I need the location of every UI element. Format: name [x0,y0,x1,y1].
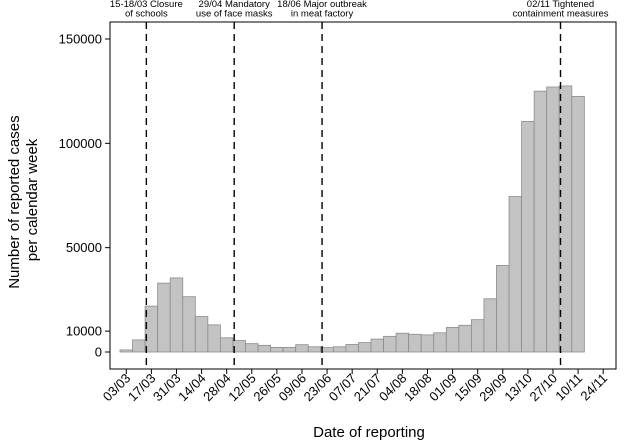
event-label-1-line-0: 29/04 Mandatory [199,0,271,10]
y-axis-title-line-1: Number of reported cases [6,115,23,288]
bar-10 [245,343,259,353]
bar-29 [483,298,497,353]
bar-0 [119,349,133,353]
x-tick-label-0: 03/03 [100,371,134,405]
y-tick-label-3: 100000 [59,136,102,151]
x-axis: 03/0317/0331/0314/0428/0412/0526/0509/06… [100,369,610,405]
x-tick-label-18: 10/11 [552,371,585,404]
event-label-2-line-0: 18/06 Major outbreak [277,0,367,10]
y-axis-title-line-2: per calendar week [24,138,41,261]
bar-18 [345,344,359,353]
bar-1 [132,339,146,353]
event-lines-group [145,22,562,369]
bar-14 [295,344,309,353]
x-tick-label-8: 23/06 [301,371,335,405]
x-tick-label-1: 17/03 [125,371,159,405]
y-axis-title: Number of reported cases per calendar we… [6,111,41,289]
x-tick-label-15: 29/09 [476,371,510,405]
event-label-3-line-0: 02/11 Tightened [527,0,594,10]
bar-3 [157,282,171,353]
bar-22 [395,332,410,353]
x-tick-label-9: 07/07 [326,371,360,405]
bar-30 [496,264,510,353]
x-tick-label-17: 27/10 [526,371,560,405]
x-tick-label-16: 13/10 [501,371,535,405]
bar-20 [370,338,384,353]
bar-28 [470,319,485,353]
event-label-1-line-1: use of face masks [196,9,273,20]
x-tick-label-7: 09/06 [275,371,309,405]
x-tick-label-19: 24/11 [577,371,610,404]
bar-15 [307,346,322,353]
x-tick-label-6: 26/05 [250,371,284,405]
bar-7 [207,324,221,353]
x-tick-label-10: 21/07 [351,371,385,405]
x-tick-label-5: 12/05 [225,371,259,405]
bar-4 [169,277,184,353]
bar-13 [282,347,297,353]
x-tick-label-14: 15/09 [451,371,485,405]
bar-32 [521,121,535,353]
x-tick-label-2: 31/03 [150,371,184,405]
x-tick-label-4: 28/04 [200,371,234,405]
bar-21 [383,335,397,353]
bar-19 [358,342,372,353]
bar-36 [571,95,585,353]
y-axis: 0 10000 50000 100000 150000 [59,32,110,360]
y-tick-label-4: 150000 [59,32,102,47]
x-tick-label-13: 01/09 [426,371,460,405]
y-tick-label-0: 0 [95,345,102,360]
bar-34 [546,86,560,353]
bar-6 [194,316,209,353]
x-tick-label-11: 04/08 [376,371,410,405]
bar-31 [508,196,522,353]
y-tick-label-2: 50000 [66,240,102,255]
bar-12 [270,347,284,353]
bar-25 [433,332,447,353]
event-label-0-line-1: of schools [125,9,168,20]
x-tick-label-3: 14/04 [175,371,209,405]
bar-26 [445,326,460,353]
bars-group [119,85,585,353]
bar-33 [533,90,548,353]
plot-area-frame [109,21,617,370]
event-label-3-line-1: containment measures [512,9,608,20]
bar-27 [458,324,472,353]
y-tick-label-1: 10000 [66,324,102,339]
bar-11 [257,344,271,353]
bar-8 [219,337,234,353]
x-axis-title: Date of reporting [313,424,425,441]
bar-24 [420,334,435,353]
bar-5 [182,296,196,353]
bar-23 [408,333,422,353]
bar-17 [332,346,347,353]
x-tick-label-12: 18/08 [401,371,435,405]
event-label-0-line-0: 15-18/03 Closure [110,0,183,10]
event-label-2-line-1: in meat factory [291,9,354,20]
